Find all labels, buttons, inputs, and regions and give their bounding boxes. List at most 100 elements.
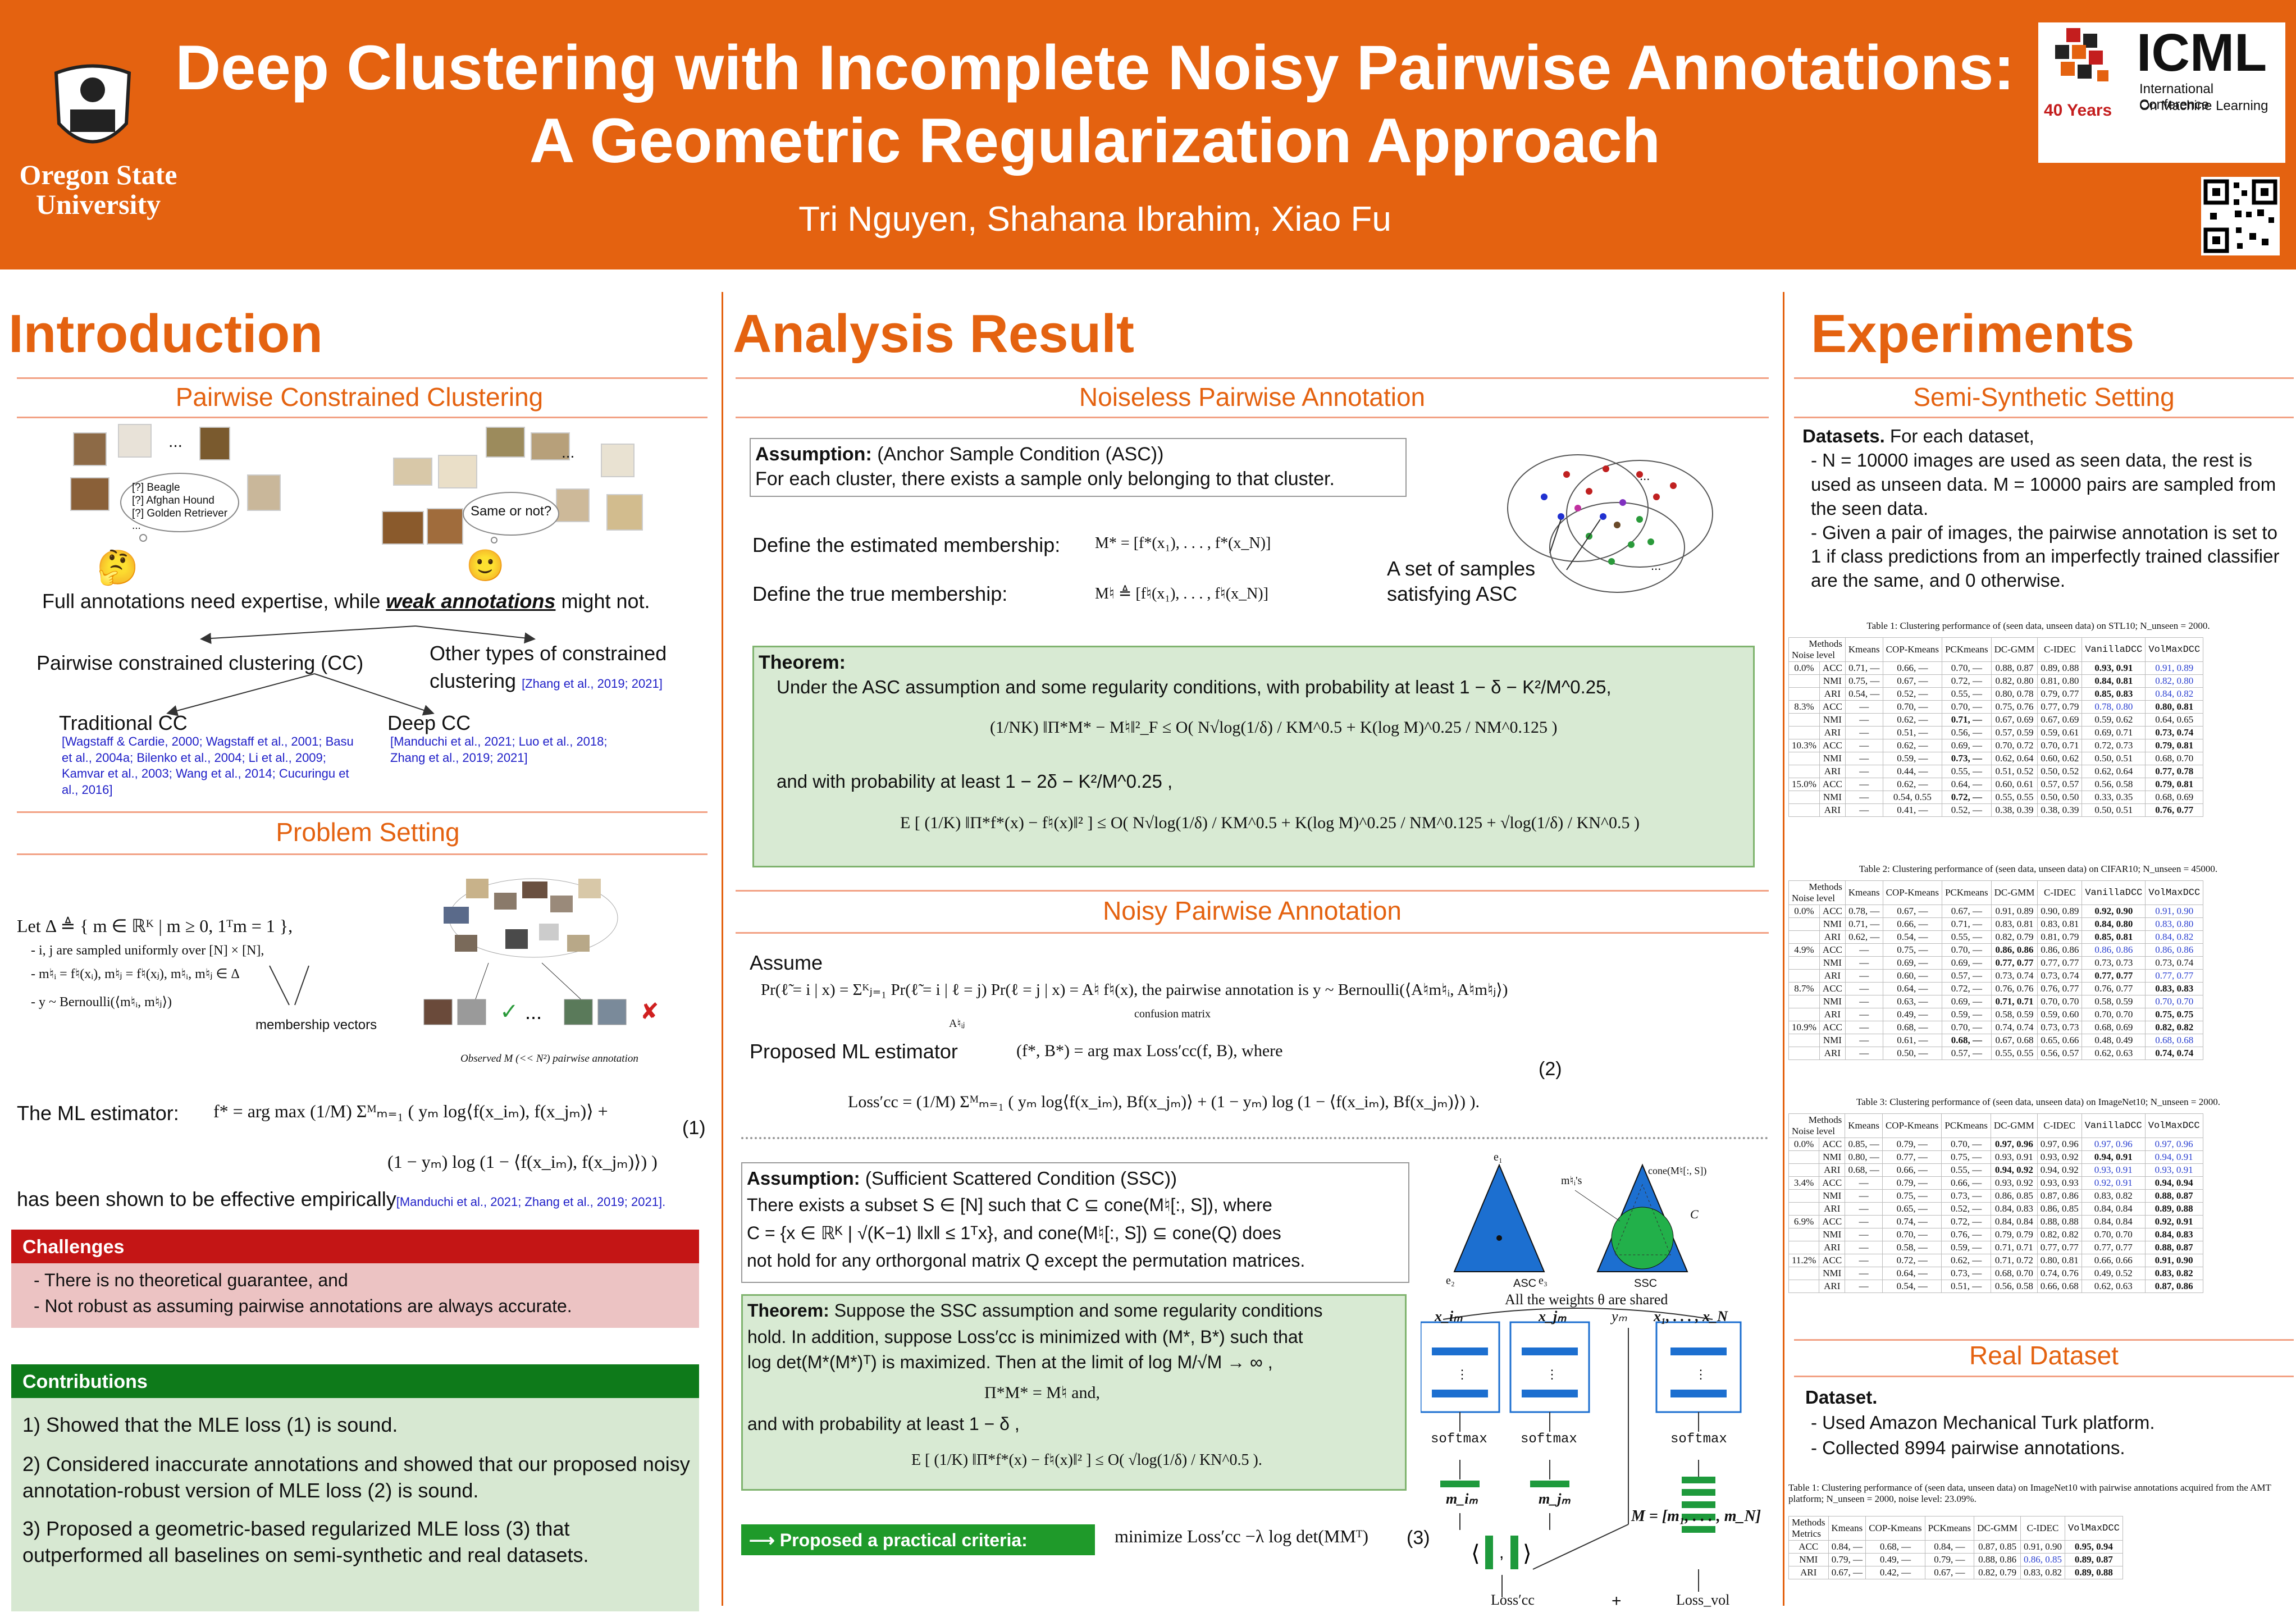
table-row: 11.2% ACC —0.72, —0.62, —0.71, 0.72 0.80, 0… [1788, 1254, 2203, 1267]
table-header-cell: PCKmeans [1941, 1113, 1991, 1138]
asc-assumption-box: Assumption: (Anchor Sample Condition (AS… [750, 438, 1407, 497]
bullet-1: - i, j are sampled uniformly over [N] × … [31, 943, 264, 958]
table-cell: 0.70, — [1942, 661, 1992, 675]
table-cell: 0.76, — [1941, 1228, 1991, 1241]
table-row: ACC 0.84, —0.68, —0.84, —0.87, 0.85 0.91, … [1788, 1540, 2123, 1554]
table-cell: 0.79, — [1882, 1138, 1942, 1151]
table-cell: 0.44, — [1882, 765, 1943, 778]
table-cell: ACC [1819, 905, 1846, 918]
table-cell: ACC [1819, 661, 1846, 675]
datasets-bullet-2: - Given a pair of images, the pairwise a… [1811, 522, 2280, 591]
table-header-cell: VanillaDCC [2081, 1113, 2146, 1138]
table-header-cell: Methods Metrics [1788, 1516, 1829, 1541]
table-cell: 0.65, 0.66 [2037, 1034, 2083, 1047]
table-cell: 0.58, — [1882, 1241, 1942, 1254]
noise-model-eq: Pr(ℓ̃ = i | x) = Σᴷⱼ₌₁ Pr(ℓ̃ = i | ℓ = j… [761, 981, 1508, 999]
svg-text:⋮: ⋮ [1695, 1367, 1707, 1381]
table-cell: 0.83, 0.82 [2144, 1267, 2203, 1280]
table-cell: 0.58, 0.59 [2082, 995, 2146, 1008]
ml-equation-1: f* = arg max (1/M) Σᴹₘ₌₁ ( yₘ log⟨f(x_iₘ… [213, 1101, 608, 1121]
def-true-label: Define the true membership: [752, 582, 1008, 605]
table-cell: 0.76, 0.77 [2145, 803, 2204, 817]
table-cell: 0.86, 0.85 [1990, 1189, 2038, 1203]
dog-image [556, 488, 590, 522]
table-cell: 0.0% [1788, 905, 1820, 918]
table-cell: ACC [1819, 943, 1846, 957]
table-cell: 0.89, 0.87 [2064, 1553, 2123, 1566]
table-cell: 0.70, 0.70 [2037, 995, 2083, 1008]
table-cell: 0.67, — [1882, 674, 1943, 688]
table-cell: 0.88, 0.88 [2037, 1215, 2082, 1228]
table-row: NMI —0.62, —0.71, —0.67, 0.69 0.67, 0.69 0.… [1788, 713, 2204, 727]
text-span: Suppose the SSC assumption and some regu… [829, 1300, 1323, 1321]
contribution-3: 3) Proposed a geometric-based regularize… [22, 1517, 589, 1566]
table-cell: — [1845, 943, 1883, 957]
ellipsis: ... [562, 444, 575, 461]
table-cell: — [1845, 1189, 1883, 1203]
table-cell: 0.48, 0.49 [2082, 1034, 2146, 1047]
noiseless-heading: Noiseless Pairwise Annotation [1079, 382, 1426, 412]
table-cell: 0.86, 0.86 [2145, 943, 2204, 957]
table-cell: 0.75, — [1845, 674, 1883, 688]
table-caption: Table 3: Clustering performance of (seen… [1856, 1097, 2221, 1107]
table-cell: 0.82, 0.80 [2145, 674, 2204, 688]
table-header-row: Methods Noise level Kmeans COP-Kmeans PCKmea… [1788, 880, 2204, 905]
table-cell: 0.49, — [1865, 1553, 1925, 1566]
bubble-item: [?] Golden Retriever [132, 507, 228, 519]
table-cell: 0.60, — [1882, 969, 1943, 983]
challenge-2: - Not robust as assuming pairwise annota… [34, 1296, 572, 1316]
table-cell: 0.77, 0.77 [1991, 956, 2038, 970]
table-cell: — [1845, 1176, 1883, 1190]
table-cell: NMI [1819, 752, 1846, 765]
table-row: ARI —0.54, —0.51, —0.56, 0.58 0.66, 0.68 0.… [1788, 1280, 2203, 1293]
table-cell: ARI [1819, 1202, 1846, 1216]
table-cell: 0.71, — [1845, 661, 1883, 675]
table-cell: 0.50, — [1882, 1047, 1943, 1060]
asc-body: For each cluster, there exists a sample … [755, 468, 1335, 490]
table-cell: 0.97, 0.96 [2037, 1138, 2082, 1151]
a-ij-label: A♮ᵢⱼ [949, 1017, 965, 1030]
table-cell: ACC [1819, 1138, 1846, 1151]
table-cell: 0.89, 0.88 [2037, 661, 2083, 675]
challenges-title: Challenges [22, 1236, 125, 1258]
table-cell: NMI [1819, 995, 1846, 1008]
table-header-cell: Methods Noise level [1788, 1113, 1846, 1138]
years-badge: 40 Years [2044, 101, 2112, 120]
table-header-cell: DC-GMM [1974, 1516, 2021, 1541]
table-cell: 0.75, — [1882, 1189, 1942, 1203]
table-cell: 0.78, 0.80 [2082, 700, 2146, 714]
title-line1: Deep Clustering with Incomplete Noisy Pa… [175, 33, 2015, 103]
table-cell: 0.56, 0.57 [2037, 1047, 2083, 1060]
table-cell: NMI [1819, 917, 1846, 931]
table-cell: — [1845, 1267, 1883, 1280]
table-cell: 0.80, — [1845, 1150, 1883, 1164]
table-header-cell: VolMaxDCC [2145, 880, 2204, 905]
table-cell: 0.93, 0.93 [2037, 1176, 2082, 1190]
table-header-cell: DC-GMM [1990, 1113, 2038, 1138]
table-cell [1788, 674, 1820, 688]
table-cell: 0.57, — [1942, 969, 1992, 983]
ssc-title-line: Assumption: (Sufficient Scattered Condit… [747, 1168, 1177, 1189]
e2-label: e₂ [1446, 1275, 1455, 1287]
real-dataset-heading: Real Dataset [1969, 1341, 2119, 1370]
results-table: Methods Noise level Kmeans COP-Kmeans PCKmea… [1788, 637, 2204, 817]
table-cell: 0.71, 0.72 [1990, 1254, 2038, 1267]
dog-image [70, 477, 109, 511]
table-cell: 0.65, — [1882, 1202, 1942, 1216]
table-cell: 0.50, 0.50 [2037, 791, 2083, 804]
table-header-cell: Kmeans [1845, 880, 1883, 905]
noisy-heading: Noisy Pairwise Annotation [1103, 896, 1402, 925]
poster-header: Oregon State University Deep Clustering … [0, 0, 2296, 270]
table-cell [1788, 791, 1820, 804]
table-cell: 0.86, 0.86 [2037, 943, 2083, 957]
table-cell: 0.84, — [1828, 1540, 1866, 1554]
asc-caption-line: A set of samples [1387, 557, 1536, 580]
qr-code-icon[interactable] [2201, 177, 2280, 255]
ellipsis: ... [168, 432, 183, 451]
x-im-label: x_iₘ [1435, 1308, 1463, 1324]
table-cell: 0.70, — [1882, 700, 1943, 714]
datasets-text: Datasets. For each dataset, - N = 10000 … [1802, 424, 2291, 593]
table-cell: 0.97, 0.96 [2081, 1138, 2146, 1151]
table-cell [1788, 765, 1820, 778]
y-m-label: yₘ [1612, 1308, 1627, 1324]
